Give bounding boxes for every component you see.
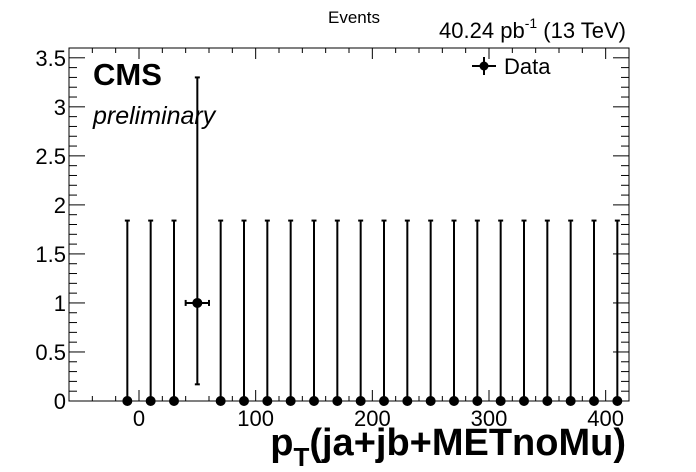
legend: Data: [472, 54, 551, 79]
y-tick-label: 1: [54, 291, 66, 316]
point-marker: [589, 396, 599, 406]
y-tick-label: 3: [54, 95, 66, 120]
x-tick-label: 400: [587, 406, 624, 431]
point-marker: [262, 396, 273, 406]
data-point: [449, 219, 459, 406]
preliminary-label: preliminary: [92, 102, 217, 130]
data-point: [495, 219, 506, 406]
point-marker: [122, 396, 133, 406]
point-marker: [612, 396, 623, 406]
data-point: [122, 219, 133, 406]
point-marker: [332, 396, 343, 406]
data-point: [379, 219, 389, 406]
data-point: [355, 219, 366, 406]
data-point: [472, 219, 483, 406]
data-point: [612, 219, 623, 406]
data-point: [542, 219, 553, 406]
y-tick-label: 2.5: [35, 144, 66, 169]
data-point: [589, 219, 599, 406]
point-marker: [309, 396, 319, 406]
point-marker: [402, 396, 413, 406]
data-point: [309, 219, 319, 406]
point-marker: [495, 396, 506, 406]
x-axis-label: pT(ja+jb+METnoMu): [270, 422, 626, 472]
x-tick-label: 100: [237, 406, 274, 431]
data-point: [262, 219, 273, 406]
y-tick-label: 0: [54, 389, 66, 414]
point-marker: [215, 396, 226, 406]
point-marker: [285, 396, 296, 406]
point-marker: [542, 396, 553, 406]
x-tick-label: 200: [354, 406, 391, 431]
data-point: [215, 219, 226, 406]
y-tick-label: 0.5: [35, 340, 66, 365]
data-points: [122, 76, 623, 406]
point-marker: [449, 396, 459, 406]
data-point: [239, 219, 249, 406]
lumi-superscript: -1: [525, 15, 538, 31]
data-point: [184, 76, 210, 386]
point-marker: [355, 396, 366, 406]
point-marker: [145, 396, 156, 406]
x-tick-label: 300: [471, 406, 508, 431]
point-marker: [169, 396, 179, 406]
point-marker: [379, 396, 389, 406]
x-tick-label: 0: [133, 406, 145, 431]
lumi-label: 40.24 pb-1 (13 TeV): [439, 15, 626, 43]
x-tick-labels: 0 100 200 300 400: [133, 406, 624, 431]
y-tick-label: 1.5: [35, 242, 66, 267]
point-marker: [565, 396, 576, 406]
data-point: [145, 219, 156, 406]
axis-ticks: [69, 47, 630, 402]
x-axis-label-subscript: T: [293, 442, 309, 472]
point-marker: [192, 297, 203, 308]
y-tick-label: 3.5: [35, 46, 66, 71]
point-marker: [472, 396, 483, 406]
y-tick-labels: 0 0.5 1 1.5 2 2.5 3 3.5: [35, 46, 66, 414]
data-point: [285, 219, 296, 406]
data-point: [519, 219, 529, 406]
data-point: [402, 219, 413, 406]
cms-label: CMS: [93, 57, 162, 92]
point-marker: [425, 396, 436, 406]
legend-marker: [479, 61, 489, 71]
legend-label-data: Data: [504, 54, 551, 79]
y-tick-label: 2: [54, 193, 66, 218]
data-point: [332, 219, 343, 406]
data-point: [425, 219, 436, 406]
y-axis-label: Events: [328, 8, 380, 27]
data-point: [169, 219, 179, 406]
data-point: [565, 219, 576, 406]
point-marker: [239, 396, 249, 406]
point-marker: [519, 396, 529, 406]
